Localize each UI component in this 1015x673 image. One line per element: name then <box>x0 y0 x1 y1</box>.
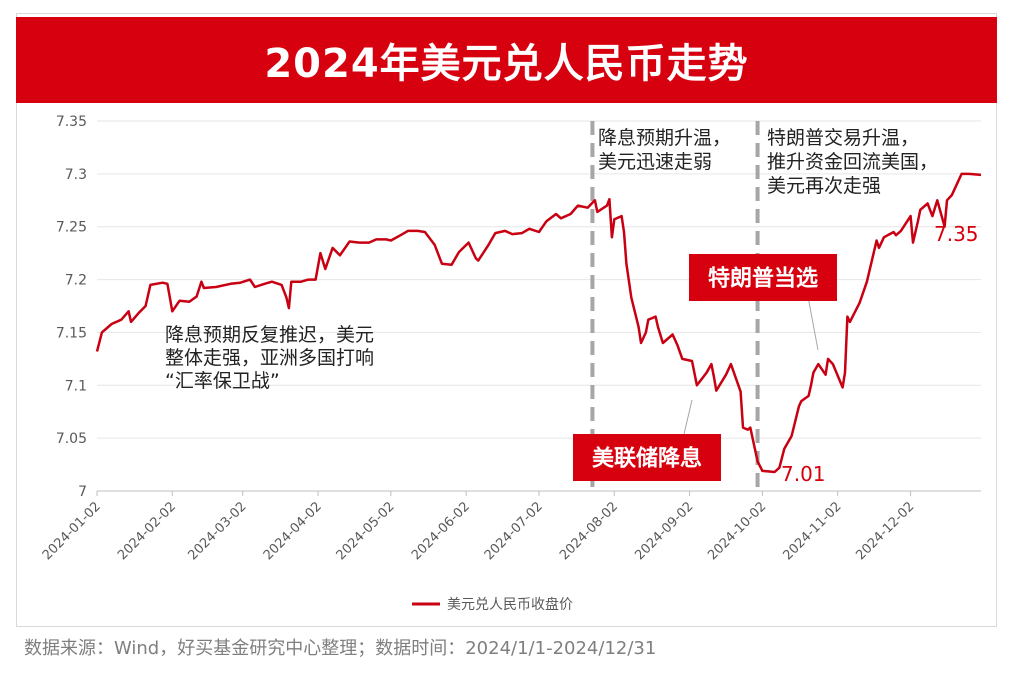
y-tick-label: 7.05 <box>56 431 87 447</box>
annotation-text: 美元迅速走弱 <box>598 151 712 173</box>
x-tick-label: 2024-02-02 <box>115 499 179 563</box>
x-tick-label: 2024-07-02 <box>482 499 546 563</box>
x-tick-label: 2024-01-02 <box>40 499 104 563</box>
x-tick-label: 2024-05-02 <box>334 499 398 563</box>
series-line <box>95 172 982 474</box>
callout-text: 特朗普当选 <box>708 266 818 292</box>
annotation-text: “汇率保卫战” <box>165 370 280 392</box>
annotation-text: 推升资金回流美国， <box>767 151 938 173</box>
y-tick-label: 7.15 <box>56 325 87 341</box>
annotation-text: 特朗普交易升温， <box>767 127 919 149</box>
callout-leader <box>683 399 693 435</box>
low-value-label: 7.01 <box>781 462 826 486</box>
high-value-label: 7.35 <box>934 222 979 246</box>
y-tick-label: 7.35 <box>56 114 87 130</box>
x-tick-label: 2024-11-02 <box>781 499 845 563</box>
x-tick-label: 2024-12-02 <box>853 499 917 563</box>
annotation-text: 整体走强，亚洲多国打响 <box>165 347 374 369</box>
x-tick-label: 2024-04-02 <box>261 499 325 563</box>
annotation-text: 降息预期反复推迟，美元 <box>165 324 374 346</box>
annotation-text: 美元再次走强 <box>767 175 881 197</box>
x-tick-label: 2024-09-02 <box>632 499 696 563</box>
y-tick-label: 7 <box>78 484 87 500</box>
legend-label: 美元兑人民币收盘价 <box>447 596 573 613</box>
chart-title: 2024年美元兑人民币走势 <box>264 41 749 87</box>
title-bar: 2024年美元兑人民币走势 <box>16 17 997 103</box>
callout-text: 美联储降息 <box>592 446 702 472</box>
source-note: 数据来源：Wind，好买基金研究中心整理；数据时间：2024/1/1-2024/… <box>24 638 657 659</box>
chart-frame <box>16 13 997 627</box>
y-tick-label: 7.1 <box>65 378 87 394</box>
y-tick-label: 7.3 <box>65 167 87 183</box>
callout-box <box>689 254 837 301</box>
x-tick-label: 2024-03-02 <box>186 499 250 563</box>
x-tick-label: 2024-08-02 <box>557 499 621 563</box>
callout-box <box>573 434 721 481</box>
x-tick-label: 2024-06-02 <box>409 499 473 563</box>
y-tick-label: 7.25 <box>56 220 87 236</box>
annotation-text: 降息预期升温， <box>598 127 731 149</box>
y-tick-label: 7.2 <box>65 273 87 289</box>
x-tick-label: 2024-10-02 <box>705 499 769 563</box>
